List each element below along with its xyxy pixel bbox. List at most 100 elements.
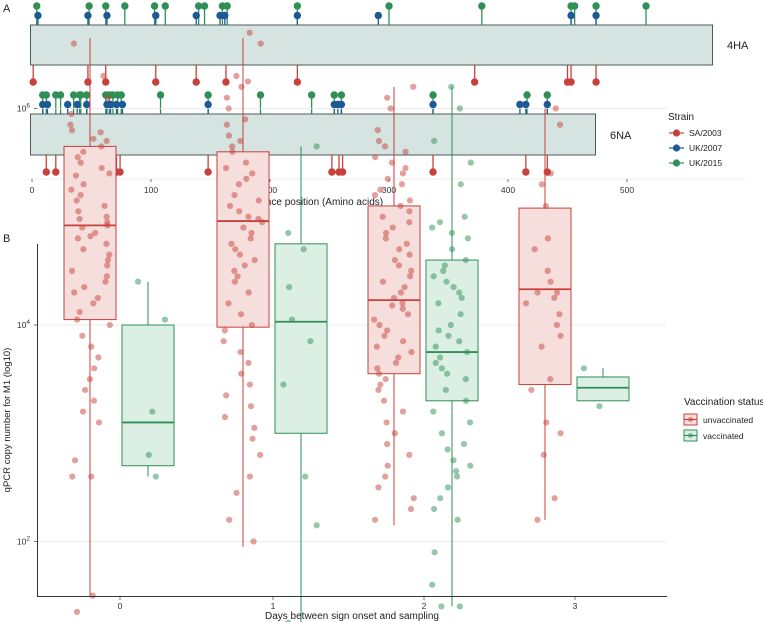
point-unvaccinated-day2: [399, 300, 406, 307]
point-unvaccinated-day3: [552, 105, 559, 112]
point-unvaccinated-day1: [251, 424, 258, 431]
point-vaccinated-day2: [462, 376, 469, 383]
point-vaccinated-day2: [456, 603, 463, 610]
point-unvaccinated-day3: [544, 235, 551, 242]
legend-item-uk2015: UK/2015: [669, 158, 722, 168]
lollipop-head-4ha-uk2015: [150, 2, 159, 10]
point-unvaccinated-day0: [101, 202, 108, 210]
lollipop-head-4ha-sa2003: [567, 78, 575, 86]
point-vaccinated-day2: [458, 294, 465, 302]
point-vaccinated-day2: [449, 246, 456, 253]
point-unvaccinated-day2: [398, 181, 406, 188]
point-vaccinated-day2: [460, 440, 468, 448]
point-vaccinated-day2: [435, 327, 442, 334]
point-unvaccinated-day1: [229, 148, 236, 155]
point-unvaccinated-day0: [75, 208, 82, 215]
point-unvaccinated-day3: [544, 267, 551, 274]
legend-item-uk2007: UK/2007: [669, 143, 722, 153]
point-unvaccinated-day1: [221, 327, 228, 334]
point-vaccinated-day2: [467, 462, 474, 469]
lollipop-head-4ha-uk2015: [102, 2, 110, 10]
point-unvaccinated-day1: [225, 300, 232, 307]
strain-legend-title: Strain: [668, 112, 694, 123]
panel-a-x-tick-label: 200: [263, 185, 277, 195]
lollipop-head-4ha-uk2007: [152, 11, 160, 20]
point-unvaccinated-day0: [104, 94, 112, 101]
point-unvaccinated-day0: [90, 135, 97, 142]
point-unvaccinated-day2: [377, 186, 384, 193]
legend-dot-unvaccinated: [688, 417, 693, 422]
panel-b-label: B: [3, 233, 10, 245]
point-vaccinated-day2: [467, 159, 474, 166]
point-unvaccinated-day0: [103, 240, 110, 247]
lollipop-head-4ha-uk2015: [85, 2, 93, 10]
point-vaccinated-day2: [435, 300, 442, 307]
lollipop-head-6na-sa2003: [116, 168, 124, 176]
point-unvaccinated-day2: [377, 381, 384, 388]
lollipop-head-4ha-sa2003: [29, 78, 37, 86]
lollipop-head-4ha-uk2015: [642, 2, 650, 10]
point-vaccinated-day1: [307, 338, 314, 345]
legend-dot-uk2015: [672, 159, 681, 167]
point-unvaccinated-day3: [538, 181, 545, 188]
point-unvaccinated-day0: [89, 592, 96, 599]
point-unvaccinated-day0: [103, 213, 110, 220]
strain-legend: Strain SA/2003 UK/2007 UK/2015: [668, 112, 722, 168]
panel-b-x-tick-label: 3: [573, 601, 578, 611]
point-vaccinated-day2: [466, 419, 474, 426]
point-vaccinated-day1: [280, 381, 287, 388]
point-unvaccinated-day3: [556, 121, 564, 128]
point-vaccinated-day3: [580, 365, 588, 372]
point-unvaccinated-day1: [242, 116, 249, 123]
point-unvaccinated-day0: [104, 256, 112, 264]
point-vaccinated-day2: [442, 386, 449, 394]
protein-bar-4ha: [30, 24, 713, 66]
point-unvaccinated-day1: [236, 208, 243, 215]
point-unvaccinated-day3: [547, 170, 554, 177]
point-unvaccinated-day2: [389, 224, 396, 231]
lollipop-head-6na-uk2007: [516, 100, 524, 109]
point-unvaccinated-day0: [97, 129, 104, 136]
point-unvaccinated-day2: [382, 376, 389, 383]
lollipop-head-4ha-uk2015: [33, 2, 41, 10]
point-vaccinated-day2: [456, 105, 463, 112]
point-unvaccinated-day3: [551, 294, 558, 302]
point-unvaccinated-day2: [402, 148, 409, 155]
point-unvaccinated-day2: [375, 370, 383, 377]
point-unvaccinated-day1: [222, 164, 230, 172]
point-unvaccinated-day1: [236, 251, 244, 258]
point-unvaccinated-day2: [379, 213, 386, 220]
point-unvaccinated-day2: [407, 505, 415, 513]
lollipop-head-4ha-sa2003: [293, 78, 302, 86]
panel-a-x-axis: 0 100 200 300 400 500: [30, 179, 634, 195]
point-vaccinated-day2: [447, 321, 454, 329]
lollipop-head-4ha-uk2015: [161, 2, 169, 10]
point-unvaccinated-day0: [68, 267, 76, 274]
panel-a-x-tick-label: 500: [620, 185, 634, 195]
point-unvaccinated-day0: [90, 300, 97, 307]
panel-b-x-axis: 0 1 2 3: [118, 596, 578, 611]
point-unvaccinated-day1: [245, 213, 252, 220]
lollipop-head-4ha-uk2007: [34, 11, 42, 20]
lollipop-head-6na-sa2003: [42, 168, 50, 176]
point-unvaccinated-day1: [223, 94, 230, 101]
point-unvaccinated-day0: [92, 229, 99, 237]
point-vaccinated-day2: [456, 289, 463, 296]
point-unvaccinated-day2: [408, 267, 415, 274]
point-vaccinated-day1: [300, 246, 307, 253]
point-unvaccinated-day1: [225, 105, 232, 112]
point-unvaccinated-day2: [391, 256, 398, 264]
lollipop-head-4ha-uk2015: [385, 2, 393, 10]
point-unvaccinated-day2: [384, 327, 391, 334]
point-unvaccinated-day1: [249, 170, 256, 177]
point-unvaccinated-day1: [238, 83, 245, 90]
point-unvaccinated-day0: [71, 289, 78, 296]
point-unvaccinated-day2: [384, 440, 391, 448]
point-vaccinated-day2: [463, 348, 471, 356]
point-vaccinated-day2: [457, 181, 464, 188]
point-unvaccinated-day0: [104, 222, 111, 229]
lollipop-head-6na-sa2003: [52, 168, 60, 176]
point-vaccinated-day0: [145, 451, 152, 458]
point-unvaccinated-day1: [257, 451, 264, 458]
lollipop-head-4ha-uk2007: [221, 11, 229, 20]
